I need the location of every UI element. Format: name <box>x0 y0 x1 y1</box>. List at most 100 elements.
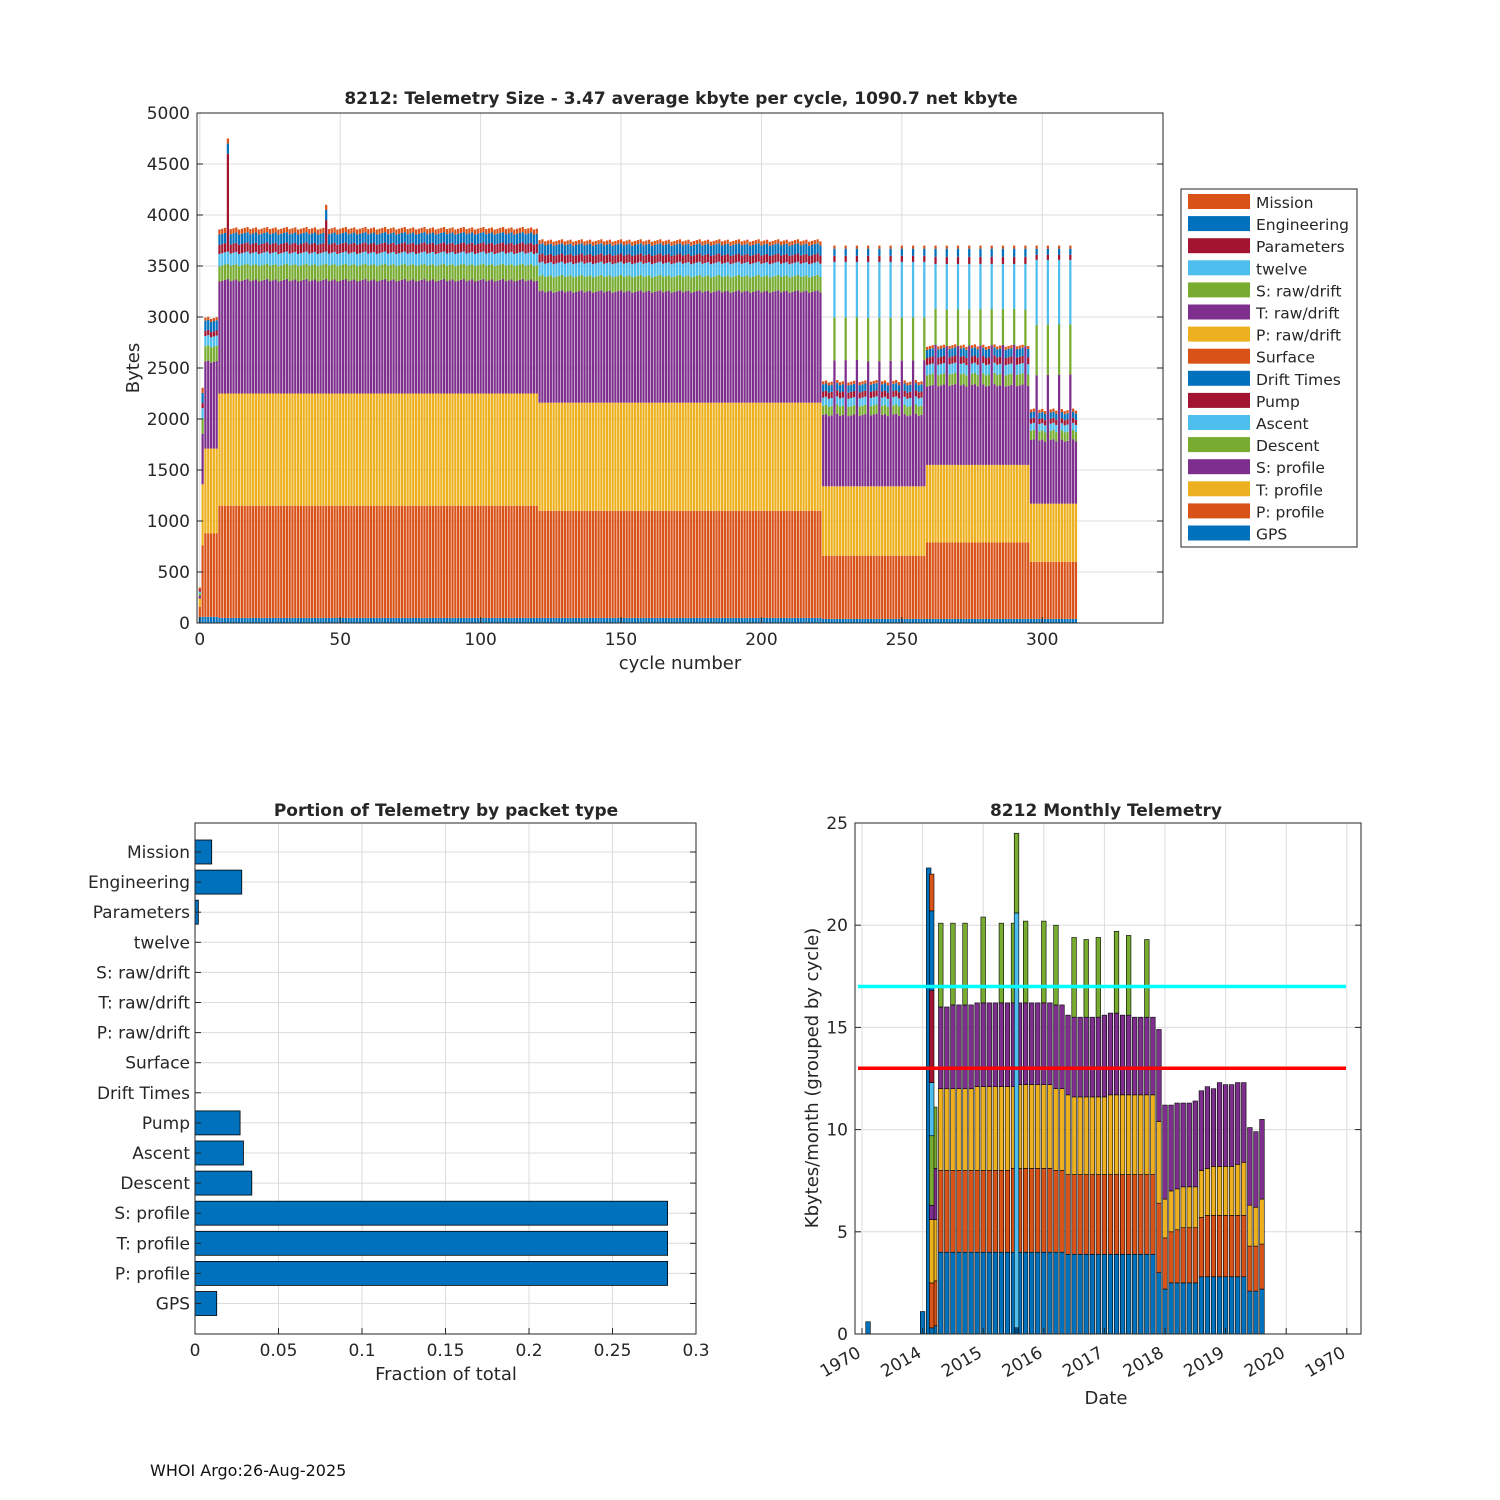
bar-segment <box>285 263 288 280</box>
bar-segment <box>709 264 713 278</box>
bar-segment <box>229 617 232 623</box>
bar-segment <box>212 321 215 332</box>
legend-swatch <box>1188 216 1250 232</box>
bar-segment <box>712 263 715 277</box>
bar-segment <box>504 234 508 245</box>
y-tick-label: 2000 <box>147 410 190 430</box>
bar-segment <box>970 348 974 357</box>
bar-segment <box>431 279 435 394</box>
bar-segment <box>389 393 392 506</box>
bar-segment <box>389 505 392 618</box>
bar-segment <box>1043 420 1047 426</box>
bar-segment <box>201 433 204 485</box>
bar-segment <box>302 232 305 244</box>
bar-segment <box>886 555 889 619</box>
bar-segment <box>395 229 398 235</box>
bar-segment <box>791 402 794 511</box>
bar-segment <box>235 227 238 233</box>
bar-segment <box>501 279 505 394</box>
bar-segment <box>1021 618 1024 623</box>
category-label: Ascent <box>132 1144 190 1164</box>
bar-segment <box>914 390 918 397</box>
bar-segment <box>600 239 603 244</box>
bar-segment <box>207 345 210 361</box>
bar-segment <box>833 555 836 619</box>
bar-segment <box>844 360 847 487</box>
bar-segment <box>403 251 406 264</box>
monthly-bar-segment <box>1150 1016 1156 1096</box>
bar-segment <box>260 243 263 254</box>
bar-segment <box>471 505 474 618</box>
monthly-bar-segment <box>1077 1016 1083 1098</box>
bar-segment <box>552 402 555 511</box>
bar-segment <box>510 393 513 506</box>
bar-segment <box>687 253 690 263</box>
bar-segment <box>504 253 508 266</box>
bar-segment <box>757 402 760 511</box>
bar-segment <box>221 233 224 244</box>
bar-segment <box>201 616 204 623</box>
bar-segment <box>1001 248 1005 257</box>
bar-segment <box>504 505 508 618</box>
bar-segment <box>867 618 870 623</box>
bar-segment <box>676 275 679 292</box>
bar-segment <box>336 253 339 267</box>
bar-segment <box>645 291 648 403</box>
bar-segment <box>473 505 477 618</box>
bar-segment <box>560 402 564 511</box>
bar-segment <box>552 617 555 623</box>
bar-segment <box>962 373 965 385</box>
bar-segment <box>563 263 566 278</box>
monthly-bar-segment <box>944 1088 950 1171</box>
bar-segment <box>589 290 592 403</box>
bar-segment <box>900 245 903 249</box>
bar-segment <box>583 402 586 511</box>
bar-segment <box>296 229 300 235</box>
bar-segment <box>895 555 898 619</box>
bar-segment <box>999 356 1002 364</box>
bar-segment <box>999 348 1002 357</box>
bar-segment <box>215 616 218 623</box>
bar-segment <box>434 505 437 618</box>
bar-segment <box>603 255 606 264</box>
bar-segment <box>1055 432 1058 442</box>
bar-segment <box>417 253 420 266</box>
monthly-bar-segment <box>929 873 935 912</box>
bar-segment <box>546 402 550 511</box>
bar-segment <box>322 505 325 618</box>
bar-segment <box>513 266 516 282</box>
bar-segment <box>209 362 213 449</box>
bar-segment <box>836 486 839 556</box>
bar-segment <box>558 244 561 255</box>
bar-segment <box>743 244 746 255</box>
bar-segment <box>830 391 833 398</box>
bar-segment <box>246 505 249 618</box>
bar-segment <box>1046 245 1049 249</box>
bar-segment <box>395 393 398 506</box>
footer-stamp: WHOI Argo:26-Aug-2025 <box>150 1461 347 1480</box>
bar-segment <box>653 276 656 292</box>
bar-segment <box>1007 349 1010 358</box>
bar-segment <box>692 240 696 245</box>
bar-segment <box>824 380 828 384</box>
bar-segment <box>263 393 266 506</box>
bar-segment <box>398 265 401 281</box>
bar-segment <box>327 234 331 245</box>
bar-segment <box>496 228 499 234</box>
bar-segment <box>473 253 477 267</box>
bar-segment <box>549 510 552 618</box>
bar-segment <box>982 542 985 619</box>
bar-segment <box>313 242 317 252</box>
bar-segment <box>954 344 957 348</box>
bar-segment <box>923 255 926 262</box>
bar-segment <box>737 253 741 262</box>
bar-segment <box>201 545 204 617</box>
bar-segment <box>282 393 286 506</box>
bar-segment <box>294 505 297 618</box>
bar-segment <box>732 244 735 256</box>
bar-segment <box>749 277 752 293</box>
bar-segment <box>358 233 361 244</box>
bar-segment <box>212 331 215 337</box>
bar-segment <box>883 383 887 391</box>
bar-segment <box>420 252 423 265</box>
